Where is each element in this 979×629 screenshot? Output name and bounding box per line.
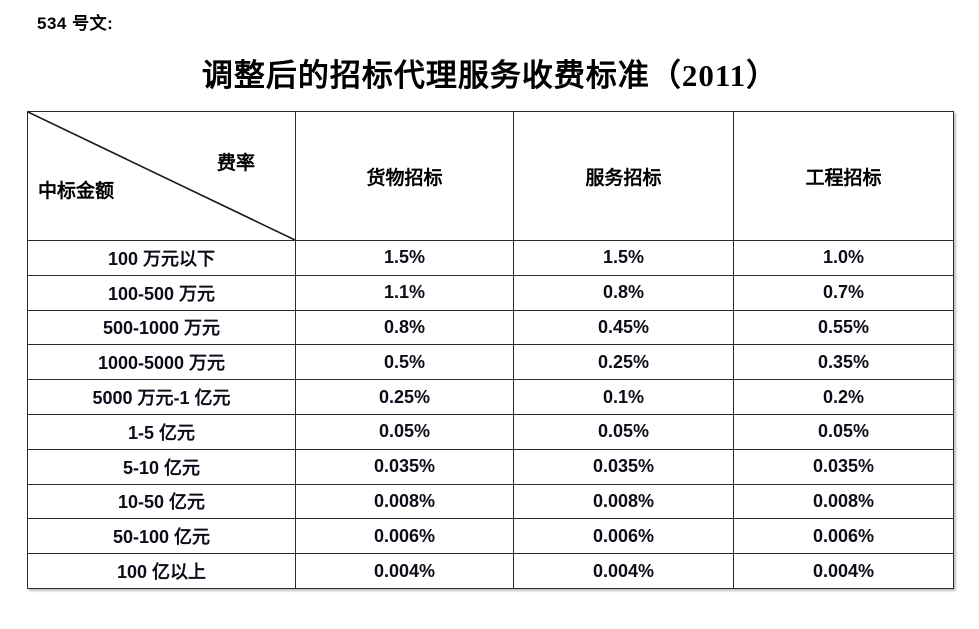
table-row: 5000 万元-1 亿元 0.25% 0.1% 0.2% xyxy=(27,379,954,415)
rate-cell: 0.55% xyxy=(733,309,954,346)
rate-cell: 0.006% xyxy=(513,518,734,555)
rate-cell: 0.035% xyxy=(295,448,514,485)
rate-cell: 0.05% xyxy=(733,413,954,450)
page-title: 调整后的招标代理服务收费标准（2011） xyxy=(201,58,779,93)
table-header-row: 费率 中标金额 货物招标 服务招标 工程招标 xyxy=(27,111,954,241)
rate-cell: 0.008% xyxy=(733,483,954,520)
table-row: 50-100 亿元 0.006% 0.006% 0.006% xyxy=(27,518,954,555)
table-row: 1-5 亿元 0.05% 0.05% 0.05% xyxy=(27,413,954,450)
rate-cell: 1.5% xyxy=(513,240,734,276)
row-label: 100-500 万元 xyxy=(27,274,296,311)
table-body: 100 万元以下 1.5% 1.5% 1.0% 100-500 万元 1.1% … xyxy=(27,240,954,589)
row-label: 10-50 亿元 xyxy=(27,483,296,520)
row-label: 500-1000 万元 xyxy=(27,309,296,346)
diagonal-divider-line xyxy=(28,112,295,240)
rate-cell: 1.0% xyxy=(733,240,954,276)
rate-cell: 0.035% xyxy=(733,448,954,485)
rate-cell: 0.004% xyxy=(295,553,514,589)
table-row: 500-1000 万元 0.8% 0.45% 0.55% xyxy=(27,309,954,346)
row-label: 50-100 亿元 xyxy=(27,518,296,555)
column-header-engineering: 工程招标 xyxy=(733,111,954,241)
table-row: 1000-5000 万元 0.5% 0.25% 0.35% xyxy=(27,344,954,381)
rate-cell: 0.035% xyxy=(513,448,734,485)
diagonal-corner-cell: 费率 中标金额 xyxy=(27,111,296,241)
rate-cell: 0.05% xyxy=(513,413,734,450)
rate-cell: 0.35% xyxy=(733,344,954,381)
row-label: 5-10 亿元 xyxy=(27,448,296,485)
rate-cell: 1.5% xyxy=(295,240,514,276)
rate-cell: 0.008% xyxy=(513,483,734,520)
row-label: 1000-5000 万元 xyxy=(27,344,296,381)
column-header-goods: 货物招标 xyxy=(295,111,514,241)
rate-cell: 0.1% xyxy=(513,379,734,415)
rate-cell: 0.008% xyxy=(295,483,514,520)
corner-header-amount: 中标金额 xyxy=(38,181,115,202)
rate-cell: 0.25% xyxy=(295,379,514,415)
table-row: 5-10 亿元 0.035% 0.035% 0.035% xyxy=(27,448,954,485)
rate-cell: 0.006% xyxy=(733,518,954,555)
rate-cell: 1.1% xyxy=(295,274,514,311)
rate-cell: 0.5% xyxy=(295,344,514,381)
row-label: 5000 万元-1 亿元 xyxy=(27,379,296,415)
rate-cell: 0.004% xyxy=(513,553,734,589)
rate-cell: 0.7% xyxy=(733,274,954,311)
row-label: 1-5 亿元 xyxy=(27,413,296,450)
table-row: 100 亿以上 0.004% 0.004% 0.004% xyxy=(27,553,954,589)
rate-cell: 0.05% xyxy=(295,413,514,450)
table-row: 10-50 亿元 0.008% 0.008% 0.008% xyxy=(27,483,954,520)
fee-rate-table: 费率 中标金额 货物招标 服务招标 工程招标 100 万元以下 1.5% 1.5… xyxy=(27,111,954,589)
rate-cell: 0.004% xyxy=(733,553,954,589)
rate-cell: 0.2% xyxy=(733,379,954,415)
rate-cell: 0.45% xyxy=(513,309,734,346)
column-header-services: 服务招标 xyxy=(513,111,734,241)
rate-cell: 0.8% xyxy=(295,309,514,346)
rate-cell: 0.8% xyxy=(513,274,734,311)
row-label: 100 亿以上 xyxy=(27,553,296,589)
row-label: 100 万元以下 xyxy=(27,240,296,276)
rate-cell: 0.006% xyxy=(295,518,514,555)
table-row: 100-500 万元 1.1% 0.8% 0.7% xyxy=(27,274,954,311)
table-row: 100 万元以下 1.5% 1.5% 1.0% xyxy=(27,240,954,276)
doc-number-label: 534 号文: xyxy=(37,14,114,33)
corner-header-rate: 费率 xyxy=(216,153,255,174)
rate-cell: 0.25% xyxy=(513,344,734,381)
